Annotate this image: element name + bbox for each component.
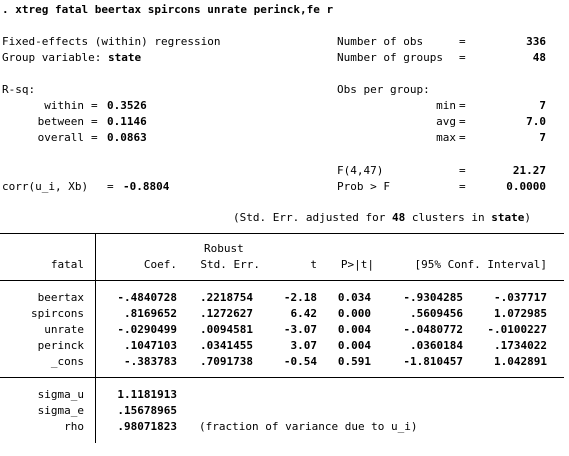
f-stat-eq: = [459, 164, 466, 177]
p-cell: 0.004 [337, 339, 371, 352]
stderr-cell: .0094581 [200, 323, 253, 336]
table-row: spircons [31, 307, 84, 320]
stderr-cell: .0341455 [200, 339, 253, 352]
coef-cell: .8169652 [124, 307, 177, 320]
rsq-within-eq: = [91, 99, 98, 112]
stderr-cell: .7091738 [200, 355, 253, 368]
coef-cell: -.0290499 [117, 323, 177, 336]
ci-high-cell: -.037717 [494, 291, 547, 304]
table-header-rule [0, 280, 564, 281]
sigma-e-label: sigma_e [37, 404, 84, 417]
corr-value: -0.8804 [123, 180, 170, 193]
ci-high-cell: -.0100227 [487, 323, 547, 336]
n-groups-value: 48 [532, 51, 546, 64]
t-cell: -0.54 [283, 355, 317, 368]
rsq-overall-eq: = [91, 131, 98, 144]
ci-low-cell: .5609456 [410, 307, 463, 320]
p-cell: 0.034 [337, 291, 371, 304]
table-row: perinck [37, 339, 84, 352]
col-header-depvar: fatal [50, 258, 84, 271]
col-header-t: t [310, 258, 317, 271]
coef-cell: -.4840728 [117, 291, 177, 304]
n-groups-eq: = [459, 51, 466, 64]
corr-eq: = [107, 180, 114, 193]
ci-high-cell: 1.042891 [494, 355, 547, 368]
ci-high-cell: .1734022 [494, 339, 547, 352]
f-stat-label: F(4,47) [337, 164, 384, 177]
stderr-cell: .1272627 [200, 307, 253, 320]
col-header-p: P>|t| [340, 258, 374, 271]
col-header-coef: Coef. [143, 258, 177, 271]
t-cell: -2.18 [283, 291, 317, 304]
rsq-between-eq: = [91, 115, 98, 128]
table-mid-rule [0, 377, 564, 378]
col-header-conf-interval: [95% Conf. Interval] [414, 258, 547, 271]
obs-per-group-label: Obs per group: [337, 83, 430, 96]
prob-f-label: Prob > F [337, 180, 390, 193]
sigma-e-value: .15678965 [117, 404, 177, 417]
table-row: _cons [50, 355, 84, 368]
group-variable-name: state [107, 51, 142, 64]
robust-label: Robust [204, 242, 244, 255]
n-obs-value: 336 [526, 35, 546, 48]
prob-f-value: 0.0000 [506, 180, 546, 193]
ci-low-cell: .0360184 [410, 339, 463, 352]
model-title: Fixed-effects (within) regression [2, 35, 221, 48]
max-label: max [436, 131, 456, 144]
rsq-between-value: 0.1146 [107, 115, 147, 128]
t-cell: 6.42 [290, 307, 318, 320]
group-variable: Group variable: state [2, 51, 142, 64]
ci-high-cell: 1.072985 [494, 307, 547, 320]
rsq-within-value: 0.3526 [107, 99, 147, 112]
ci-low-cell: -.0480772 [403, 323, 463, 336]
avg-value: 7.0 [526, 115, 546, 128]
t-cell: 3.07 [290, 339, 318, 352]
coef-cell: -.383783 [124, 355, 177, 368]
col-header-stderr: Std. Err. [200, 258, 260, 271]
table-row: unrate [44, 323, 84, 336]
rho-value: .98071823 [117, 420, 177, 433]
min-label: min [436, 99, 456, 112]
n-obs-label: Number of obs [337, 35, 424, 48]
rho-note: (fraction of variance due to u_i) [199, 420, 418, 433]
p-cell: 0.591 [337, 355, 371, 368]
rho-label: rho [64, 420, 84, 433]
n-obs-eq: = [459, 35, 466, 48]
rsq-between-label: between [37, 115, 84, 128]
max-value: 7 [539, 131, 546, 144]
ci-low-cell: -.9304285 [403, 291, 463, 304]
p-cell: 0.000 [337, 307, 371, 320]
rsq-overall-label: overall [37, 131, 84, 144]
p-cell: 0.004 [337, 323, 371, 336]
corr-label: corr(u_i, Xb) [2, 180, 89, 193]
std-err-note: (Std. Err. adjusted for 48 clusters in s… [233, 211, 532, 224]
rsq-within-label: within [44, 99, 84, 112]
min-eq: = [459, 99, 466, 112]
rsq-overall-value: 0.0863 [107, 131, 147, 144]
f-stat-value: 21.27 [512, 164, 546, 177]
ci-low-cell: -1.810457 [403, 355, 463, 368]
avg-label: avg [436, 115, 456, 128]
stderr-cell: .2218754 [200, 291, 253, 304]
t-cell: -3.07 [283, 323, 317, 336]
prob-f-eq: = [459, 180, 466, 193]
min-value: 7 [539, 99, 546, 112]
rsq-label: R-sq: [2, 83, 36, 96]
sigma-u-label: sigma_u [37, 388, 84, 401]
table-vertical-rule [95, 233, 96, 443]
avg-eq: = [459, 115, 466, 128]
max-eq: = [459, 131, 466, 144]
n-groups-label: Number of groups [337, 51, 443, 64]
command-line: . xtreg fatal beertax spircons unrate pe… [2, 3, 334, 16]
table-top-rule [0, 233, 564, 234]
sigma-u-value: 1.1181913 [117, 388, 177, 401]
coef-cell: .1047103 [124, 339, 177, 352]
table-row: beertax [37, 291, 84, 304]
